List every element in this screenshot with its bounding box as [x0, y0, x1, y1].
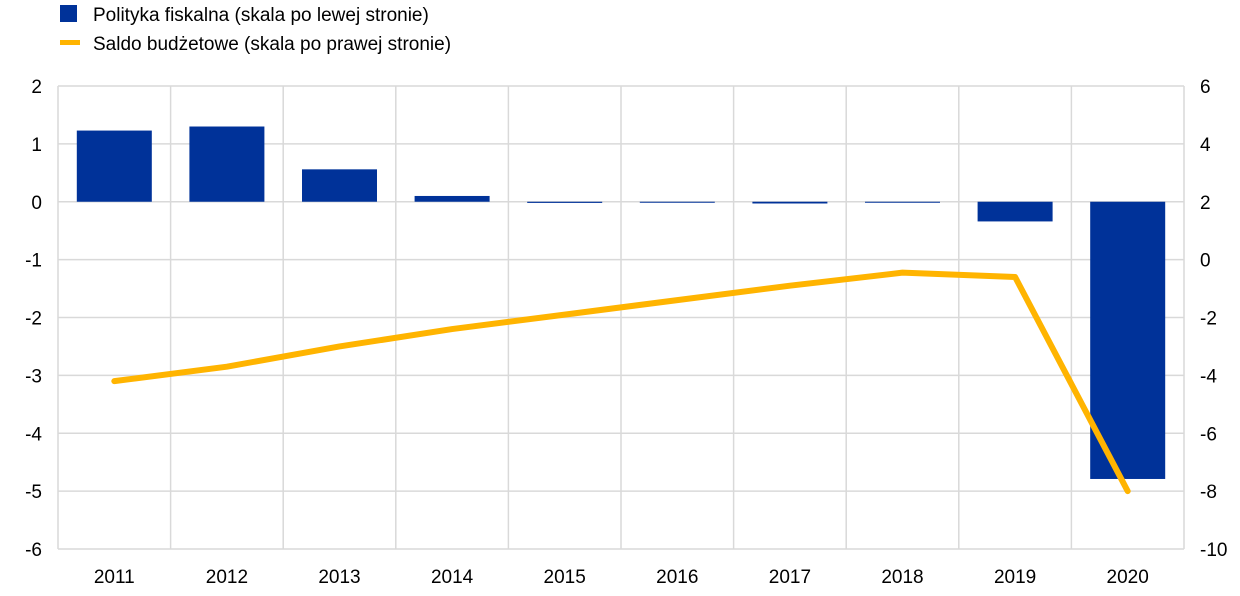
- left-tick-label: -6: [25, 540, 42, 561]
- legend-label-bar: Polityka fiskalna (skala po lewej stroni…: [93, 5, 429, 26]
- left-tick-label: -5: [25, 482, 42, 503]
- left-tick-label: 2: [31, 77, 42, 98]
- right-tick-label: -4: [1200, 366, 1217, 387]
- bar: [1090, 201, 1166, 479]
- legend-swatch-bar: [60, 5, 77, 22]
- right-tick-label: 4: [1200, 135, 1211, 156]
- bar: [977, 201, 1053, 222]
- legend-label-line: Saldo budżetowe (skala po prawej stronie…: [93, 34, 451, 55]
- x-tick-label: 2015: [544, 567, 586, 588]
- bar: [414, 195, 490, 202]
- x-tick-label: 2013: [318, 567, 360, 588]
- bar: [189, 126, 265, 202]
- x-tick-label: 2020: [1107, 567, 1149, 588]
- legend: Polityka fiskalna (skala po lewej stroni…: [60, 5, 451, 55]
- bar: [639, 201, 715, 203]
- right-tick-label: -10: [1200, 540, 1227, 561]
- right-tick-label: 2: [1200, 193, 1211, 214]
- bar: [865, 201, 940, 203]
- x-tick-label: 2016: [656, 567, 698, 588]
- right-tick-label: 6: [1200, 77, 1211, 98]
- x-tick-label: 2019: [994, 567, 1036, 588]
- left-tick-label: -3: [25, 366, 42, 387]
- right-tick-label: -8: [1200, 482, 1217, 503]
- bar: [527, 201, 603, 203]
- right-tick-label: -6: [1200, 424, 1217, 445]
- left-tick-label: -1: [25, 251, 42, 272]
- x-tick-label: 2014: [431, 567, 474, 588]
- right-tick-label: 0: [1200, 251, 1211, 272]
- bar: [302, 169, 377, 202]
- bar: [752, 201, 828, 204]
- x-tick-label: 2011: [94, 567, 135, 588]
- left-tick-label: -2: [25, 309, 42, 330]
- right-tick-label: -2: [1200, 309, 1217, 330]
- left-tick-label: 0: [31, 193, 42, 214]
- x-tick-label: 2012: [206, 567, 248, 588]
- left-tick-label: 1: [31, 135, 42, 156]
- left-tick-label: -4: [25, 424, 42, 445]
- bar: [76, 130, 152, 202]
- line-series: [111, 269, 1131, 495]
- x-tick-label: 2018: [881, 567, 923, 588]
- legend-swatch-line: [60, 40, 80, 45]
- x-tick-label: 2017: [769, 567, 811, 588]
